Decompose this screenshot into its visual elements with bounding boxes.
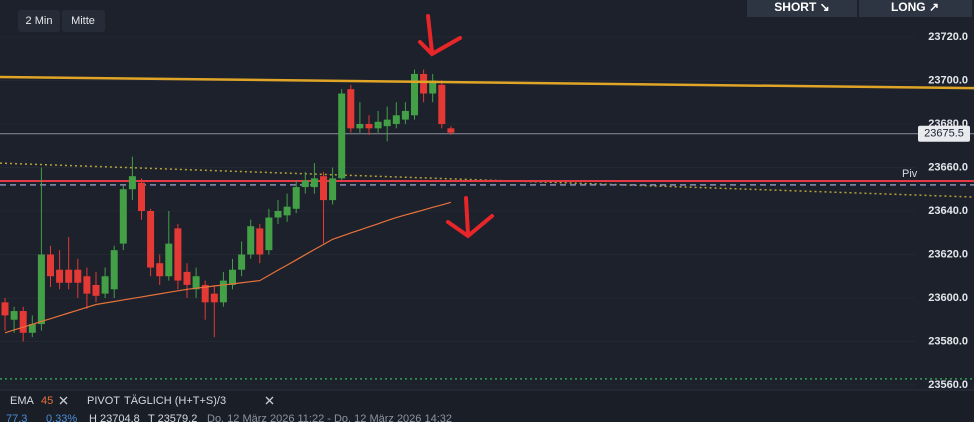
last-price-box: [918, 125, 970, 142]
candle-body: [265, 217, 273, 251]
candle-body: [37, 254, 45, 325]
candle-body: [92, 284, 100, 296]
y-tick-label: 23640.0: [928, 205, 968, 217]
y-tick-label: 23680.0: [928, 118, 968, 130]
trendline: [0, 75, 974, 90]
y-tick-label: 23700.0: [928, 74, 968, 86]
candle-body: [210, 293, 218, 303]
y-tick-label: 23600.0: [928, 292, 968, 304]
long-label: LONG ↗: [891, 0, 939, 14]
pivot-label: PIVOT: [87, 395, 120, 407]
candle-body: [438, 84, 446, 124]
timeframe-label: 2 Min: [26, 15, 53, 27]
y-tick-label: 23560.0: [928, 379, 968, 391]
y-tick-label: 23580.0: [928, 335, 968, 347]
close-icon[interactable]: [59, 396, 68, 405]
levels-group: [0, 133, 974, 380]
indicator-panel: [0, 390, 974, 422]
ema-label: EMA: [10, 395, 35, 407]
candle-body: [238, 254, 246, 270]
pivot-short-label: Piv: [902, 168, 918, 180]
candle-body: [383, 119, 391, 127]
candle-body: [356, 123, 364, 129]
info-low: T 23579.2: [148, 413, 197, 422]
candle-body: [338, 93, 346, 179]
candle-body: [128, 176, 136, 190]
candle-body: [192, 276, 200, 290]
candle-body: [83, 276, 91, 294]
last-price-label: 23675.5: [924, 128, 964, 140]
y-tick-label: 23620.0: [928, 248, 968, 260]
candle-body: [401, 110, 409, 120]
candle-body: [429, 80, 437, 94]
mode-label: Mitte: [71, 15, 95, 27]
short-label: SHORT ↘: [774, 0, 829, 14]
y-tick-label: 23660.0: [928, 161, 968, 173]
candle-body: [292, 187, 300, 209]
candles-group: [1, 69, 455, 342]
candle-body: [28, 324, 36, 333]
pivot-method: TÄGLICH (H+T+S)/3: [124, 395, 226, 407]
info-high: H 23704.8: [89, 413, 140, 422]
annotation-arrow: [446, 196, 494, 239]
candle-body: [347, 89, 355, 129]
candle-body: [374, 121, 382, 129]
mode-button[interactable]: [62, 10, 105, 32]
candle-body: [229, 269, 236, 285]
overlay-group: 23560.0 23580.0 23600.0 23620.0 23640.0 23660…: [0, 31, 974, 391]
long-button[interactable]: [859, 0, 972, 17]
info-range: Do. 12 März 2026 11:22 - Do. 12 März 202…: [207, 413, 452, 422]
candle-body: [256, 228, 264, 255]
candle-body: [110, 250, 118, 290]
ema-period: 45: [41, 395, 53, 407]
candle-body: [301, 180, 309, 188]
candle-body: [101, 276, 109, 294]
candle-body: [19, 311, 27, 333]
candle-body: [201, 284, 209, 303]
candle-body: [174, 228, 182, 281]
candle-body: [47, 254, 54, 277]
candle-body: [420, 73, 428, 94]
ema-line: [4, 201, 452, 334]
candle-body: [56, 269, 64, 283]
candle-body: [247, 226, 255, 255]
candle-body: [165, 243, 173, 277]
candle-body: [310, 178, 318, 188]
candle-body: [283, 206, 291, 216]
candle-body: [138, 182, 145, 211]
candle-body: [411, 73, 418, 116]
candle-body: [329, 178, 337, 201]
candle-body: [183, 271, 191, 285]
candle-body: [365, 123, 373, 129]
info-change: 0.33%: [46, 413, 77, 422]
timeframe-button[interactable]: [18, 10, 60, 32]
candle-body: [1, 302, 9, 316]
candle-body: [447, 128, 455, 133]
candle-body: [156, 263, 164, 277]
candle-body: [119, 189, 127, 244]
candle-body: [392, 115, 400, 124]
candle-body: [147, 210, 155, 268]
candle-body: [10, 311, 18, 320]
close-icon[interactable]: [265, 396, 274, 405]
candle-body: [219, 280, 227, 303]
short-button[interactable]: [747, 0, 857, 17]
info-value: 77.3: [6, 413, 27, 422]
candle-body: [65, 269, 73, 283]
candle-body: [320, 176, 327, 201]
annotation-arrow: [418, 14, 462, 57]
candle-body: [74, 269, 82, 283]
candle-body: [274, 210, 282, 218]
y-tick-label: 23720.0: [928, 31, 968, 43]
